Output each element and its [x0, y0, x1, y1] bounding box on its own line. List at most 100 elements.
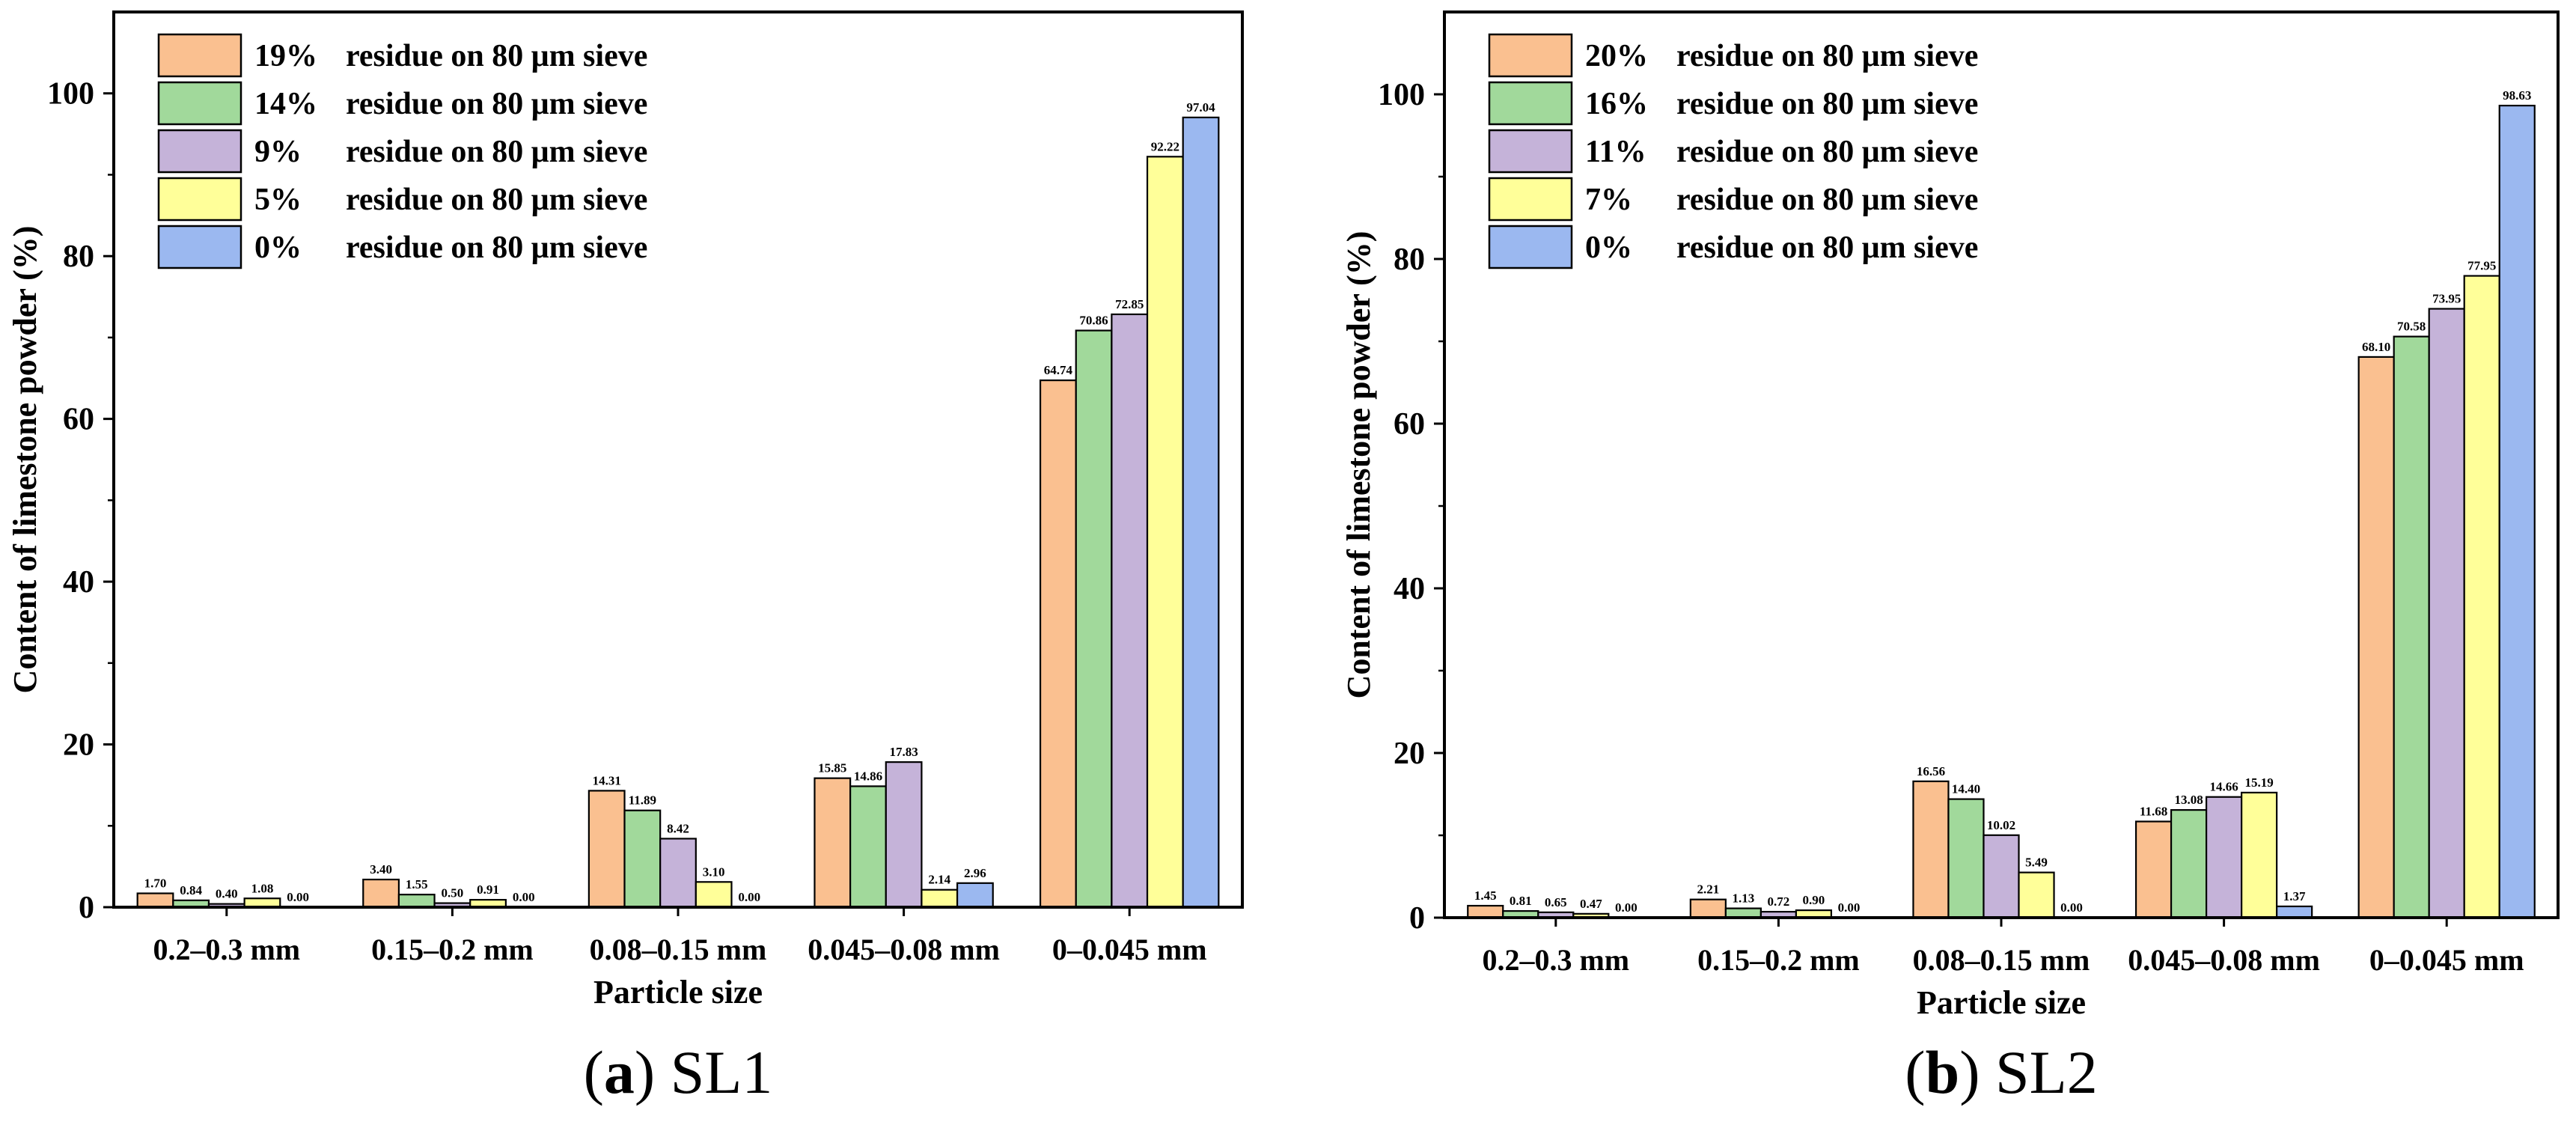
caption-open-paren: (	[1905, 1038, 1925, 1106]
legend-swatch	[1488, 81, 1573, 126]
data-label: 98.63	[2503, 88, 2531, 103]
data-label: 10.02	[1987, 818, 2015, 832]
y-tick-label: 100	[1378, 78, 1425, 112]
bar	[1111, 313, 1149, 909]
data-label: 0.00	[1615, 900, 1638, 915]
data-label: 1.55	[406, 877, 428, 891]
bar	[2357, 356, 2395, 919]
bar	[2018, 871, 2055, 919]
y-tick-label: 100	[47, 77, 94, 112]
bar	[1467, 904, 1504, 919]
data-label: 14.66	[2209, 780, 2238, 794]
y-tick-label: 20	[63, 728, 94, 763]
caption-open-paren: (	[584, 1038, 604, 1106]
data-label: 1.70	[144, 876, 167, 891]
x-tick-label: 0.2–0.3 mm	[1482, 943, 1629, 977]
y-tick-label: 0	[79, 891, 94, 925]
data-label: 14.31	[593, 773, 621, 787]
data-label: 14.86	[854, 769, 882, 783]
bar	[695, 881, 733, 909]
data-label: 0.00	[738, 890, 760, 904]
legend-swatch	[157, 225, 242, 269]
x-tick-label: 0.045–0.08 mm	[808, 933, 1000, 966]
legend-label: residue on 80 μm sieve	[1676, 39, 1978, 73]
data-label: 5.49	[2025, 856, 2048, 870]
data-label: 0.00	[287, 890, 309, 904]
data-label: 0.90	[1803, 893, 1825, 907]
bar	[885, 761, 923, 909]
data-label: 2.96	[964, 866, 986, 880]
bar	[2205, 796, 2243, 919]
caption-close-paren: )	[635, 1038, 671, 1106]
data-label: 77.95	[2467, 259, 2496, 273]
legend-swatch	[1488, 177, 1573, 222]
y-tick-label: 60	[1394, 407, 1425, 442]
data-label: 73.95	[2432, 292, 2461, 306]
y-tick-label: 80	[1394, 243, 1425, 277]
x-tick-label: 0.08–0.15 mm	[1913, 943, 2090, 977]
data-label: 0.65	[1545, 895, 1567, 909]
y-tick-label: 40	[63, 565, 94, 600]
bar	[1689, 898, 1727, 919]
data-label: 72.85	[1115, 297, 1144, 311]
bar	[1039, 379, 1077, 909]
x-tick-label: 0–0.045 mm	[1052, 933, 1207, 966]
legend-pct: 14%	[254, 87, 317, 121]
data-label: 1.08	[251, 881, 274, 895]
data-label: 70.58	[2397, 320, 2426, 334]
data-label: 13.08	[2174, 793, 2203, 807]
caption-close-paren: )	[1959, 1038, 1995, 1106]
legend-label: residue on 80 μm sieve	[1676, 183, 1978, 217]
data-label: 1.45	[1474, 888, 1497, 903]
data-label: 0.91	[477, 882, 499, 897]
panel-caption: (b) SL2	[1905, 1038, 2097, 1106]
plot-frame	[1443, 10, 2560, 919]
bar	[1146, 156, 1184, 909]
legend-swatch	[157, 129, 242, 174]
x-tick-label: 0.08–0.15 mm	[590, 933, 767, 966]
y-axis-title: Content of limestone powder (%)	[1340, 231, 1377, 699]
data-label: 0.00	[513, 890, 535, 904]
bar	[2498, 104, 2536, 919]
data-label: 0.50	[442, 886, 464, 900]
caption-letter: a	[604, 1038, 635, 1106]
bar	[397, 894, 436, 909]
bar	[849, 785, 887, 909]
y-tick-label: 60	[63, 403, 94, 437]
legend-label: residue on 80 μm sieve	[346, 135, 647, 169]
data-label: 17.83	[889, 745, 918, 759]
bar	[2276, 905, 2313, 919]
legend-label: residue on 80 μm sieve	[346, 87, 647, 121]
bar	[136, 892, 174, 909]
bar	[659, 838, 697, 909]
bar	[921, 888, 959, 909]
caption-letter: b	[1926, 1038, 1960, 1106]
data-label: 0.47	[1580, 897, 1602, 911]
data-label: 15.85	[818, 761, 846, 775]
y-tick-label: 40	[1394, 572, 1425, 606]
legend-swatch	[1488, 129, 1573, 174]
data-label: 3.10	[703, 865, 725, 879]
data-label: 8.42	[667, 821, 689, 835]
y-tick-label: 20	[1394, 737, 1425, 771]
data-label: 11.89	[629, 793, 656, 808]
data-label: 64.74	[1044, 363, 1073, 377]
bar	[623, 809, 662, 909]
x-tick-label: 0.15–0.2 mm	[371, 933, 534, 966]
bar	[587, 790, 626, 909]
bar	[2428, 308, 2465, 919]
bar	[2170, 809, 2208, 919]
legend-pct: 0%	[1585, 231, 1632, 265]
legend-pct: 11%	[1585, 135, 1646, 169]
data-label: 14.40	[1952, 782, 1980, 796]
data-label: 2.14	[928, 873, 950, 887]
data-label: 97.04	[1186, 100, 1215, 115]
x-axis-title: Particle size	[1917, 984, 2086, 1021]
x-axis-title: Particle size	[593, 974, 763, 1010]
data-label: 1.13	[1733, 891, 1755, 906]
data-label: 1.37	[2283, 889, 2306, 903]
y-axis-title: Content of limestone powder (%)	[7, 226, 43, 694]
x-tick-label: 0.2–0.3 mm	[153, 933, 300, 966]
